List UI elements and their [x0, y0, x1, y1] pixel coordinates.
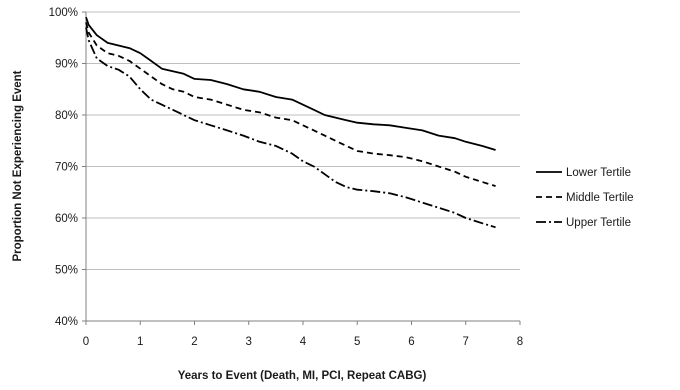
series-line-1 — [85, 16, 496, 151]
y-tick-label: 60% — [55, 213, 78, 225]
y-tick-label: 100% — [49, 7, 78, 19]
series-line-3 — [85, 27, 496, 229]
gridlines — [86, 11, 520, 270]
y-tick-label: 70% — [55, 162, 78, 174]
x-tick-label: 5 — [354, 336, 360, 348]
x-tick-label: 4 — [300, 336, 307, 348]
y-tick-label: 40% — [55, 316, 78, 328]
series-line-2 — [85, 22, 496, 187]
legend-label-2: Middle Tertile — [566, 192, 634, 204]
x-axis-label: Years to Event (Death, MI, PCI, Repeat C… — [178, 370, 427, 382]
legend-label-1: Lower Tertile — [566, 167, 631, 179]
y-tick-label: 80% — [55, 110, 78, 122]
legend: Lower Tertile Middle Tertile Upper Tertile — [536, 167, 634, 229]
series-lines — [85, 16, 496, 229]
x-tick-label: 6 — [408, 336, 414, 348]
axes — [82, 11, 521, 325]
x-tick-label: 7 — [463, 336, 469, 348]
y-axis-label: Proportion Not Experiencing Event — [12, 70, 24, 261]
legend-label-3: Upper Tertile — [566, 217, 631, 229]
x-tick-label: 2 — [191, 336, 197, 348]
x-tick-label: 1 — [137, 336, 143, 348]
y-tick-labels: 40% 50% 60% 70% 80% 90% 100% — [49, 7, 78, 328]
x-tick-labels: 0 1 2 3 4 5 6 7 8 — [83, 336, 523, 348]
x-tick-label: 3 — [246, 336, 252, 348]
y-tick-label: 90% — [55, 59, 78, 71]
x-tick-label: 8 — [517, 336, 523, 348]
y-tick-label: 50% — [55, 265, 78, 277]
x-tick-label: 0 — [83, 336, 89, 348]
